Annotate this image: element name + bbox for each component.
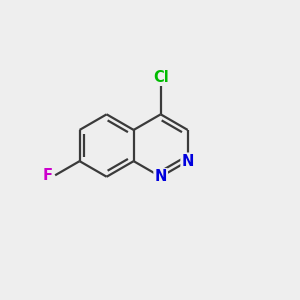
Text: N: N (182, 154, 194, 169)
Text: Cl: Cl (153, 70, 169, 85)
Text: N: N (154, 169, 167, 184)
Text: F: F (42, 168, 52, 183)
